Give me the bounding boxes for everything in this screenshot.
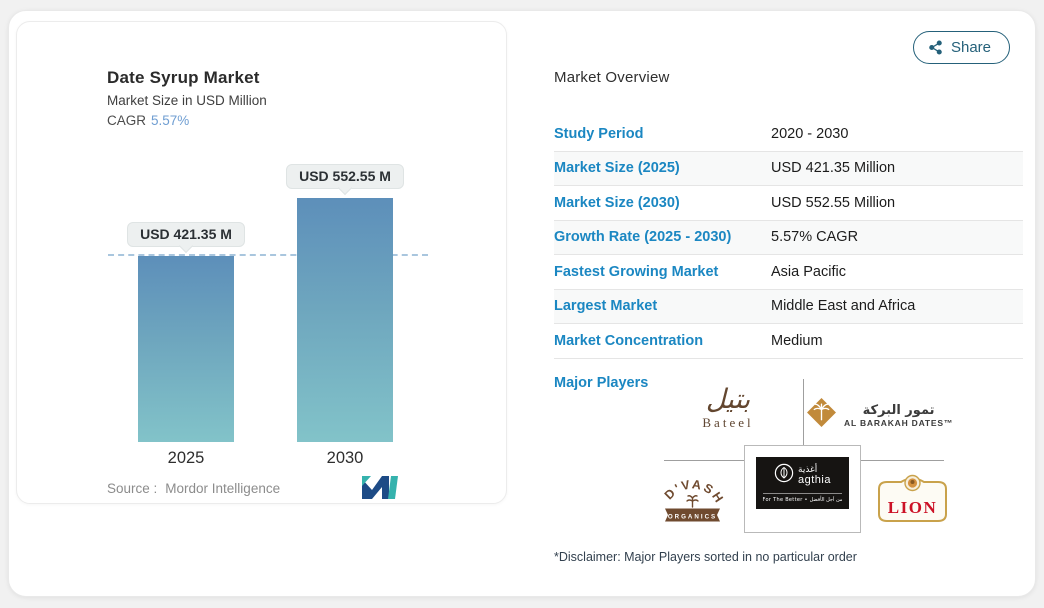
- cagr-label: CAGR: [107, 113, 147, 128]
- x-axis-label-2030: 2030: [326, 449, 364, 467]
- divider: [664, 460, 744, 461]
- bar-2030-value-label: USD 552.55 M: [286, 164, 404, 189]
- agthia-tagline: For The Better • من أجل الأفضل: [762, 493, 843, 503]
- bar-2030-rect: [297, 198, 393, 442]
- agthia-wordmark: agthia: [798, 473, 831, 486]
- agthia-arabic-wordmark: أغذية: [798, 464, 818, 475]
- palm-diamond-icon: [806, 397, 837, 433]
- row-label: Largest Market: [554, 298, 658, 315]
- divider: [861, 460, 944, 461]
- bar-2025-rect: [138, 256, 234, 442]
- row-value: 2020 - 2030: [771, 125, 849, 142]
- divider: [803, 379, 804, 445]
- share-icon: [928, 40, 943, 55]
- overview-table: Study Period 2020 - 2030 Market Size (20…: [554, 117, 1023, 359]
- dvash-wordmark: D'VASH: [662, 477, 725, 506]
- bateel-wordmark: Bateel: [702, 415, 754, 430]
- market-chart-card: USD 421.35 M USD 552.55 M Date Syrup Mar…: [16, 21, 507, 504]
- row-label: Market Size (2025): [554, 160, 680, 177]
- source-value: Mordor Intelligence: [165, 481, 281, 496]
- lion-logo: LION: [871, 472, 954, 528]
- row-label: Market Size (2030): [554, 194, 680, 211]
- row-value: USD 552.55 Million: [771, 194, 896, 211]
- al-barakah-wordmark: AL BARAKAH DATES™: [844, 417, 954, 428]
- row-value: 5.57% CAGR: [771, 229, 859, 246]
- cagr-value: 5.57%: [151, 113, 190, 128]
- table-row-market-size-2030: Market Size (2030) USD 552.55 Million: [554, 186, 1023, 221]
- bar-2025-value-label: USD 421.35 M: [127, 222, 245, 247]
- source-label: Source :: [107, 481, 158, 496]
- table-row-fastest-growing-market: Fastest Growing Market Asia Pacific: [554, 255, 1023, 290]
- dvash-organics-logo: D'VASH ORGANICS: [659, 476, 726, 529]
- svg-text:D'VASH: D'VASH: [662, 477, 726, 506]
- overview-heading: Market Overview: [554, 69, 670, 86]
- agthia-logo-cell: أغذية agthia For The Better • من أجل الأ…: [744, 445, 861, 533]
- reference-dashed-line: [108, 254, 428, 256]
- al-barakah-arabic-wordmark: تمور البركة: [862, 402, 935, 418]
- agthia-leaf-icon: [774, 463, 794, 488]
- mordor-intelligence-logo-icon: [360, 474, 400, 504]
- report-card: Share USD 421.35 M USD 552.55 M Date Syr…: [8, 10, 1036, 597]
- bateel-logo: بتيل Bateel: [678, 385, 778, 431]
- bateel-arabic-wordmark: بتيل: [705, 384, 751, 415]
- row-label: Market Concentration: [554, 332, 704, 349]
- row-value: USD 421.35 Million: [771, 160, 896, 177]
- x-axis-label-2025: 2025: [167, 449, 205, 467]
- row-value: Middle East and Africa: [771, 298, 916, 315]
- table-row-largest-market: Largest Market Middle East and Africa: [554, 289, 1023, 324]
- row-value: Asia Pacific: [771, 263, 846, 280]
- al-barakah-dates-logo: تمور البركة AL BARAKAH DATES™: [806, 397, 952, 433]
- chart-title: Date Syrup Market: [107, 68, 260, 87]
- row-label: Study Period: [554, 125, 644, 142]
- table-row-growth-rate: Growth Rate (2025 - 2030) 5.57% CAGR: [554, 220, 1023, 255]
- chart-cagr: CAGR 5.57%: [107, 113, 189, 128]
- table-row-study-period: Study Period 2020 - 2030: [554, 117, 1023, 152]
- table-row-market-concentration: Market Concentration Medium: [554, 324, 1023, 359]
- bar-2030: USD 552.55 M: [286, 164, 404, 442]
- agthia-logo: أغذية agthia For The Better • من أجل الأ…: [756, 457, 849, 509]
- row-label: Fastest Growing Market: [554, 263, 719, 280]
- major-players-grid: بتيل Bateel تمور البركة AL BARAKAH DAT: [643, 377, 959, 539]
- disclaimer-text: *Disclaimer: Major Players sorted in no …: [554, 550, 857, 564]
- row-value: Medium: [771, 332, 823, 349]
- share-button[interactable]: Share: [912, 31, 1010, 64]
- bar-2025: USD 421.35 M: [127, 222, 245, 442]
- lion-wordmark: LION: [888, 498, 937, 517]
- bar-chart: USD 421.35 M USD 552.55 M: [17, 22, 506, 442]
- share-label: Share: [950, 39, 991, 56]
- dvash-organics-banner: ORGANICS: [668, 514, 717, 521]
- major-players-label: Major Players: [554, 375, 649, 391]
- source-attribution: Source : Mordor Intelligence: [107, 481, 280, 496]
- table-row-market-size-2025: Market Size (2025) USD 421.35 Million: [554, 151, 1023, 186]
- row-label: Growth Rate (2025 - 2030): [554, 229, 732, 246]
- chart-subtitle: Market Size in USD Million: [107, 93, 267, 108]
